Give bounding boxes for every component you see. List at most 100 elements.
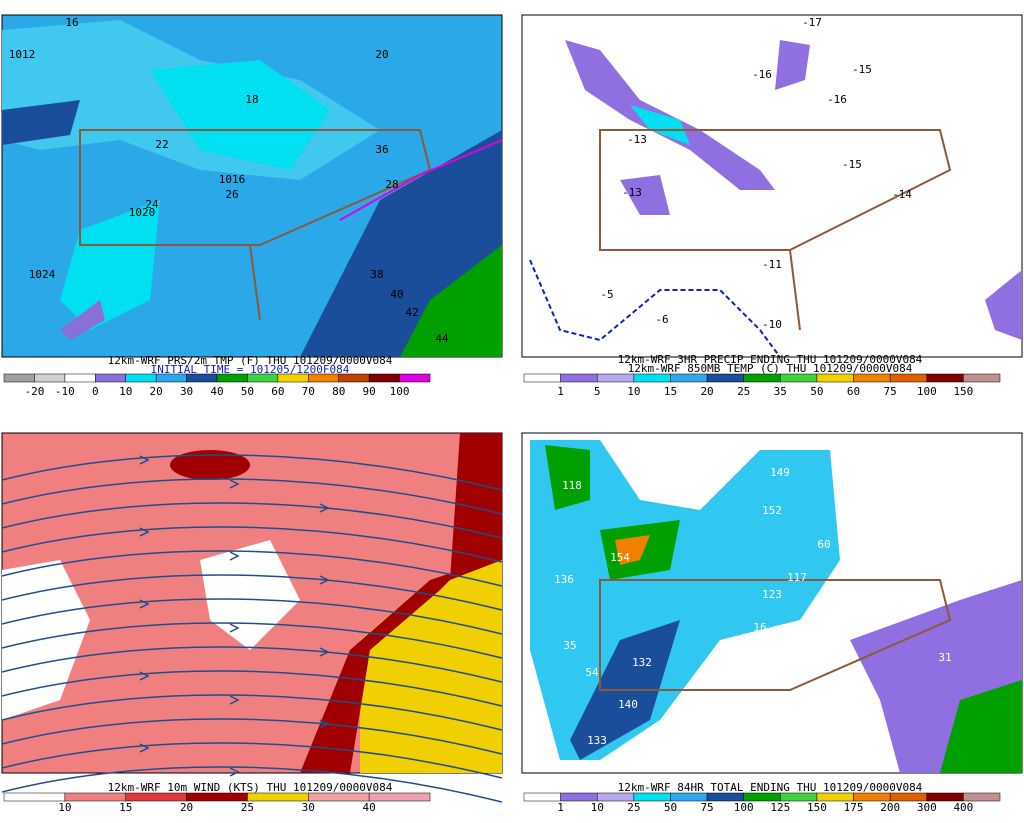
map-label: -15 [842,158,862,171]
colorbar-swatch [670,792,708,802]
colorbar-swatch [247,792,309,802]
map-label: 42 [405,306,418,319]
colorbar-label: 25 [737,385,750,398]
map-label: 1024 [29,268,56,281]
colorbar-swatch [963,792,1001,802]
colorbar-label: 100 [734,801,754,814]
colorbar-swatch [155,373,187,383]
colorbar-swatch [816,792,854,802]
precip-region [985,270,1022,340]
colorbar-label: 100 [390,385,410,398]
ocean-temp [400,245,502,357]
colorbar-label: 150 [807,801,827,814]
colorbar-label: 50 [664,801,677,814]
arrow [229,695,240,705]
map-label: 31 [938,651,951,664]
colorbar-label: 150 [953,385,973,398]
map-label: -10 [762,318,782,331]
streamline [1,694,503,731]
colorbar-swatch [706,792,744,802]
colorbar-swatch [889,373,928,383]
colorbar-swatch [247,373,279,383]
colorbar-swatch [95,373,126,383]
caption: INITIAL TIME = 101205/1200F084 [151,363,350,376]
caption: 12km-WRF 84HR TOTAL ENDING THU 101209/00… [618,781,923,794]
colorbar-label: 50 [810,385,823,398]
map-label: 22 [880,541,893,554]
streamline [1,766,503,803]
colorbar-label: 60 [271,385,284,398]
colorbar-label: 40 [363,801,376,814]
colorbar-label: 400 [953,801,973,814]
colorbar-swatch [523,373,561,383]
colorbar-label: 70 [302,385,315,398]
colorbar-label: 175 [844,801,864,814]
map-label: 133 [587,734,607,747]
colorbar-label: 15 [119,801,132,814]
labels: 12km-WRF PRS/2m TMP (F) THU 101209/0000V… [3,16,1001,814]
map-label: 118 [562,479,582,492]
map-label: 149 [770,466,790,479]
colorbar-label: 30 [302,801,315,814]
map-label: 1016 [219,173,246,186]
colorbar-swatch [889,792,928,802]
colorbar-label: 40 [210,385,223,398]
arrow [319,647,330,657]
caption: 12km-WRF PRS/2m TMP (F) THU 101209/0000V… [108,354,393,367]
state-borders [599,579,952,691]
map-label: 35 [563,639,576,652]
map-label: 28 [385,178,398,191]
colorbar-label: 25 [241,801,254,814]
map-label: 117 [787,571,807,584]
precip-region [620,175,670,215]
map-label: 36 [375,143,388,156]
map-label: 60 [817,538,830,551]
streamline [1,502,503,539]
map-label: 44 [435,332,449,345]
colorbar-swatch [633,792,671,802]
colorbar-swatch [308,373,339,383]
precip-region [630,105,690,145]
map-label: -11 [762,258,782,271]
precip-map [521,14,1023,358]
colorbar-swatch [926,373,964,383]
map-label: 16 [65,16,78,29]
colorbar-swatch [64,373,96,383]
colorbar-label: 125 [770,801,790,814]
colorbar-label: 1 [557,801,564,814]
colorbar-label: 10 [58,801,71,814]
colorbar-label: 20 [150,385,163,398]
arrow [319,575,330,585]
colorbar-label: 10 [119,385,132,398]
streamline [1,622,503,659]
map-label: 40 [390,288,403,301]
map-label: -15 [852,63,872,76]
map-label: 123 [762,588,782,601]
caption: 12km-WRF 850MB TEMP (C) THU 101209/0000V… [628,362,913,375]
precip-region [775,40,810,90]
colorbar-swatch [596,792,635,802]
freezing-line [339,139,503,221]
colorbar-label: 10 [591,801,604,814]
colorbar-label: 30 [180,385,193,398]
streamline [1,478,503,515]
map-label: -13 [622,186,642,199]
map-label: 20 [375,48,388,61]
colorbar-swatch [963,373,1001,383]
colorbar-swatch [216,373,248,383]
streamline [1,742,503,779]
map-label: 22 [155,138,168,151]
map-label: -6 [655,313,668,326]
map-label: 18 [245,93,258,106]
arrow [139,671,150,681]
snow-region [545,445,590,510]
colorbar-label: 75 [884,385,897,398]
colorbar-swatch [277,373,309,383]
map-label: -5 [600,288,613,301]
colorbar-swatch [633,373,671,383]
colorbar-swatch [560,373,598,383]
temp-region [60,200,160,330]
streamline [1,550,503,587]
map-label: -16 [752,68,772,81]
